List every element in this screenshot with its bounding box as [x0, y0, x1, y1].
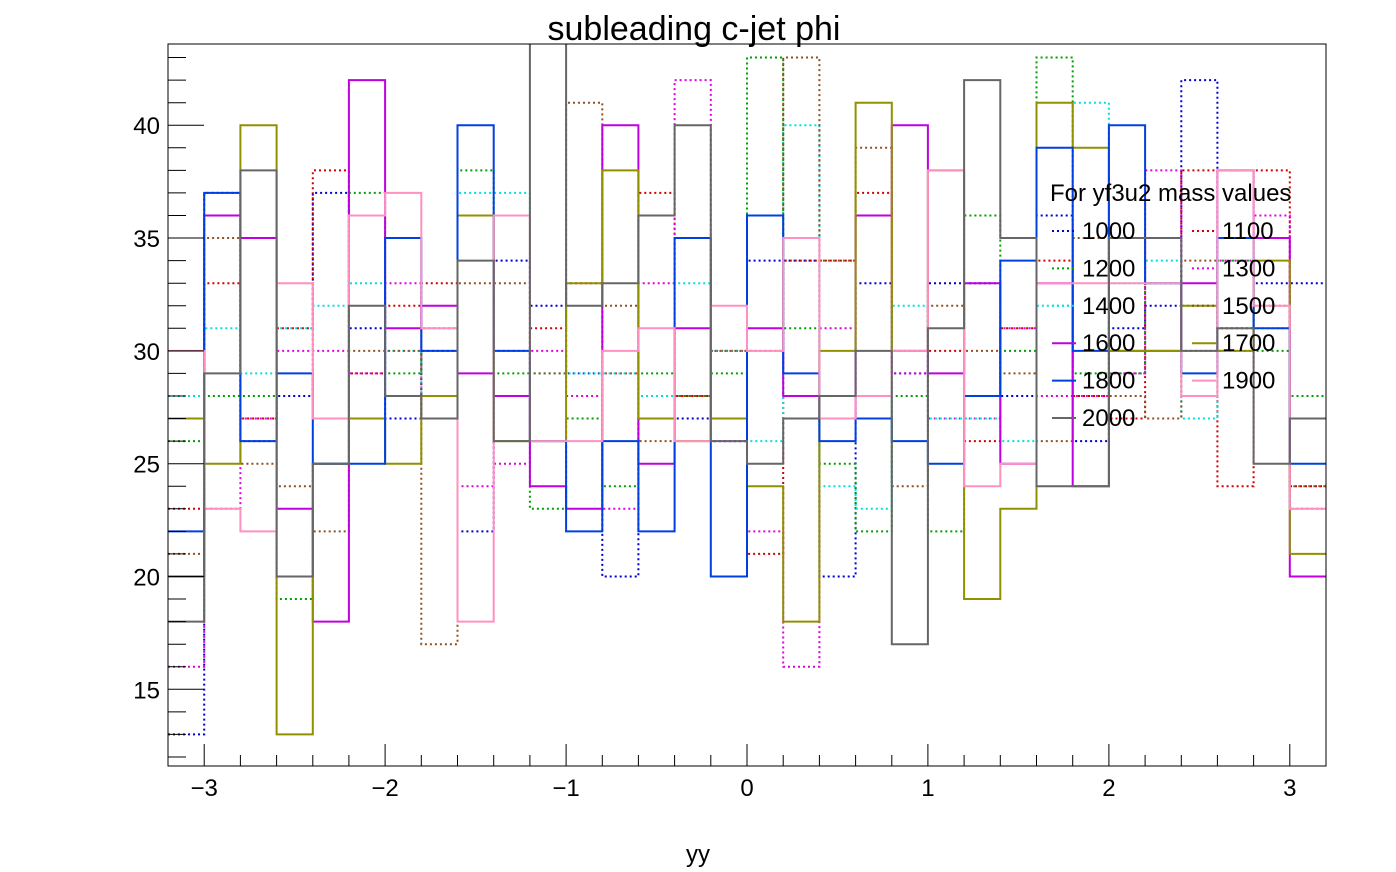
- legend-label-1300: 1300: [1222, 255, 1275, 282]
- legend-label-1500: 1500: [1222, 293, 1275, 320]
- legend-label-1800: 1800: [1082, 368, 1135, 395]
- y-tick-label: 20: [133, 565, 160, 592]
- x-tick-label: 3: [1283, 775, 1296, 802]
- legend-label-1900: 1900: [1222, 368, 1275, 395]
- y-tick-label: 40: [133, 113, 160, 140]
- series-2000-line: [168, 44, 1326, 646]
- x-axis-ticks: [167, 744, 1327, 766]
- x-tick-label: 0: [740, 775, 753, 802]
- y-axis-tick-labels: 15 20 25 30 35 40: [133, 113, 160, 704]
- x-tick-label: 2: [1102, 775, 1115, 802]
- legend-title: For yf3u2 mass values: [1050, 180, 1291, 207]
- x-tick-label: 1: [921, 775, 934, 802]
- legend: For yf3u2 mass values 1000 1100 1200 1300 14…: [1050, 180, 1291, 432]
- x-tick-label: −1: [552, 775, 579, 802]
- legend-label-1100: 1100: [1222, 218, 1274, 245]
- legend-label-1400: 1400: [1082, 293, 1135, 320]
- x-tick-label: −3: [191, 775, 218, 802]
- y-tick-label: 35: [133, 226, 160, 253]
- y-tick-label: 30: [133, 339, 160, 366]
- legend-label-1000: 1000: [1082, 218, 1135, 245]
- x-axis-tick-labels: −3 −2 −1 0 1 2 3: [191, 775, 1297, 802]
- series-1900-line: [168, 169, 1326, 623]
- legend-label-1600: 1600: [1082, 330, 1135, 357]
- y-axis-ticks: [168, 57, 204, 758]
- legend-label-1200: 1200: [1082, 255, 1135, 282]
- chart-title: subleading c-jet phi: [548, 10, 841, 48]
- legend-label-2000: 2000: [1082, 405, 1135, 432]
- y-tick-label: 15: [133, 677, 160, 704]
- y-tick-label: 25: [133, 452, 160, 479]
- x-tick-label: −2: [371, 775, 398, 802]
- legend-label-1700: 1700: [1222, 330, 1275, 357]
- x-axis-title: yy: [686, 841, 710, 868]
- series-layer: [168, 44, 1326, 736]
